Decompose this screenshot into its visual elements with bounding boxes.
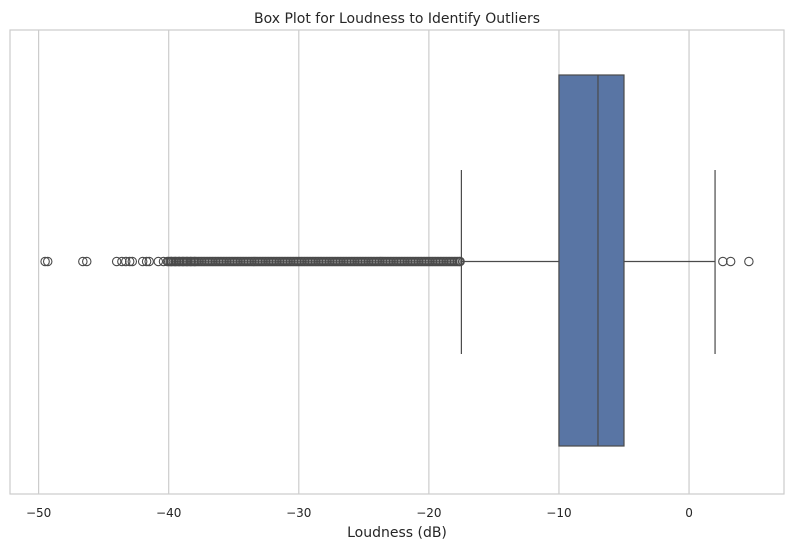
x-tick-label: −10 bbox=[546, 506, 571, 520]
iqr-box bbox=[558, 74, 625, 447]
outlier-point bbox=[78, 256, 88, 267]
outlier-point bbox=[144, 256, 154, 267]
outlier-points bbox=[40, 256, 754, 267]
plot-area bbox=[9, 29, 785, 495]
x-tick-label: −20 bbox=[416, 506, 441, 520]
outlier-point bbox=[725, 256, 736, 267]
x-axis-label: Loudness (dB) bbox=[347, 525, 447, 541]
outlier-point bbox=[42, 256, 53, 267]
x-tick-label: −30 bbox=[286, 506, 311, 520]
outlier-point bbox=[137, 256, 148, 267]
outlier-point bbox=[455, 256, 465, 267]
x-axis-ticks: −50 −40 −30 −20 −10 0 bbox=[26, 506, 693, 520]
outlier-point bbox=[141, 256, 152, 267]
outlier-point bbox=[127, 256, 138, 267]
outlier-point bbox=[124, 256, 135, 267]
outlier-point bbox=[111, 256, 122, 267]
x-tick-label: 0 bbox=[685, 506, 693, 520]
outlier-point bbox=[117, 256, 127, 267]
outlier-point bbox=[40, 256, 50, 267]
box-group bbox=[460, 74, 716, 447]
outlier-point bbox=[81, 256, 92, 267]
chart-title: Box Plot for Loudness to Identify Outlie… bbox=[254, 11, 540, 27]
x-tick-label: −40 bbox=[156, 506, 181, 520]
x-tick-label: −50 bbox=[26, 506, 51, 520]
outlier-point bbox=[744, 256, 754, 267]
outlier-point bbox=[121, 256, 131, 267]
outlier-point bbox=[153, 256, 164, 267]
outlier-point bbox=[718, 256, 728, 267]
